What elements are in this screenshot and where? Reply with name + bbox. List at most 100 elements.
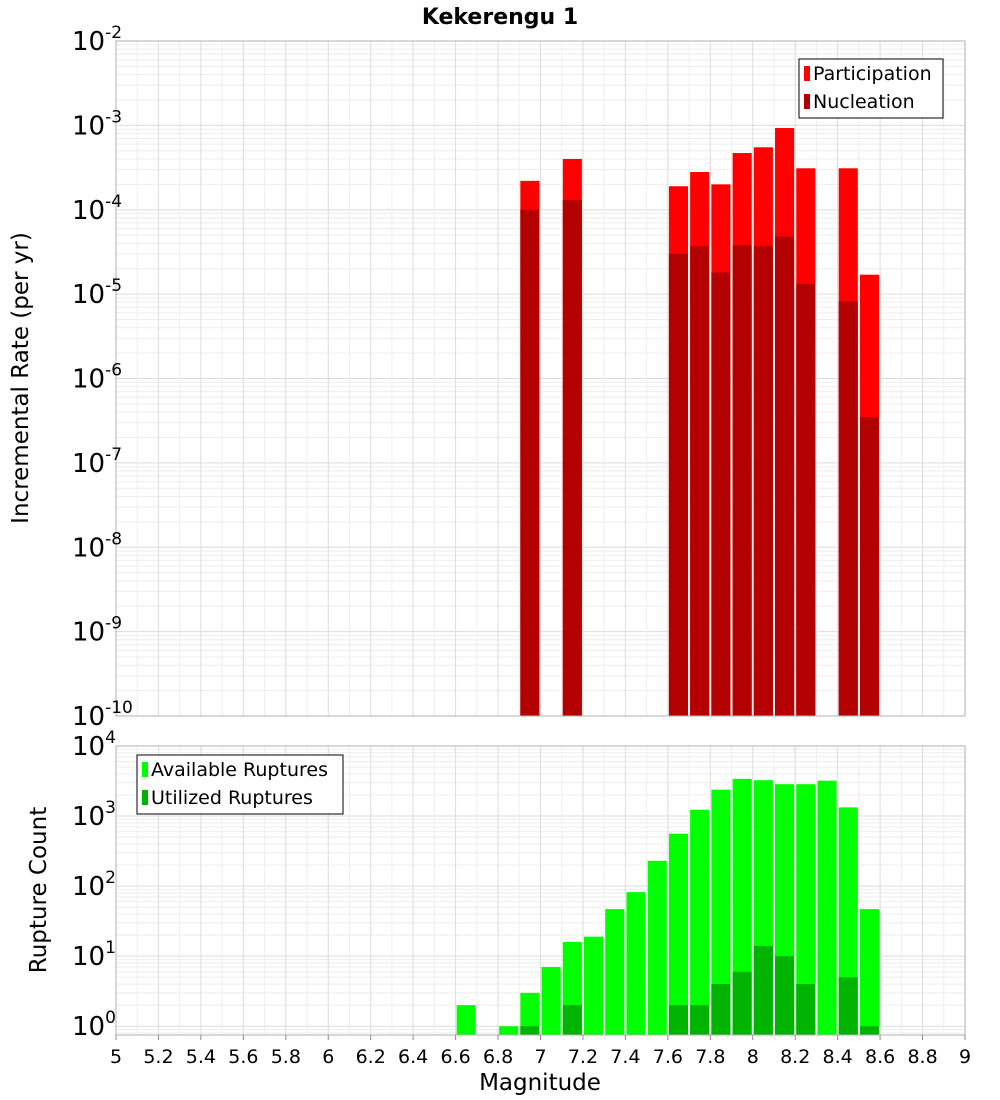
x-tick-label-6-6: 6.6 [440, 1046, 470, 1068]
bar-nucleation-7-85 [711, 272, 731, 716]
bar-available-ruptures-6-85 [499, 1026, 519, 1035]
y-tick-exponent: -7 [105, 445, 122, 465]
x-tick-label-5-2: 5.2 [143, 1046, 173, 1068]
y-tick-label-0: 100 [72, 1008, 116, 1042]
bar-available-ruptures-7-05 [541, 967, 561, 1035]
bottom-x-ticks: 5 5.2 5.4 5.6 5.8 6 6.2 6.4 6.6 6.8 7 7.2 7.4 7.6 7.8 8… [110, 1035, 971, 1068]
x-tick-label-5-4: 5.4 [186, 1046, 216, 1068]
bar-available-ruptures-7-55 [647, 860, 667, 1035]
y-tick-label-3: 103 [72, 798, 116, 832]
y-tick-exponent: 2 [105, 868, 116, 888]
bar-nucleation-7-65 [668, 253, 689, 716]
y-tick-label-7: 10-7 [72, 445, 122, 479]
x-tick-label-9: 9 [959, 1046, 971, 1068]
top-plot-frame [115, 40, 966, 717]
bar-available-ruptures-8-25 [796, 784, 816, 1035]
top-y-axis-label: Incremental Rate (per yr) [8, 232, 34, 524]
x-tick-label-7-8: 7.8 [695, 1046, 725, 1068]
y-tick-label-9: 10-9 [72, 614, 122, 648]
x-tick-label-5: 5 [110, 1046, 122, 1068]
bar-nucleation-7-75 [690, 246, 710, 716]
bottom-y-axis-label: Rupture Count [26, 807, 52, 973]
bar-nucleation-8-25 [796, 283, 816, 716]
x-tick-label-6: 6 [322, 1046, 334, 1068]
legend-label-utilized-ruptures: Utilized Ruptures [151, 787, 313, 809]
x-tick-label-5-6: 5.6 [228, 1046, 258, 1068]
y-tick-label-8: 10-8 [72, 529, 122, 563]
bar-utilized-ruptures-8-55 [859, 1026, 880, 1035]
y-tick-exponent: 3 [105, 798, 116, 818]
bar-utilized-ruptures-7-85 [711, 984, 731, 1035]
y-tick-exponent: -5 [105, 276, 122, 296]
x-tick-label-8-8: 8.8 [907, 1046, 937, 1068]
bar-utilized-ruptures-6-95 [520, 1026, 540, 1035]
x-tick-label-8-6: 8.6 [865, 1046, 895, 1068]
legend-label-nucleation: Nucleation [813, 91, 915, 113]
bar-available-ruptures-7-95 [732, 778, 752, 1035]
y-tick-label-6: 10-6 [72, 361, 122, 395]
y-tick-exponent: 1 [105, 938, 116, 958]
top-grid [115, 40, 966, 717]
bar-available-ruptures-7-45 [626, 892, 646, 1035]
y-tick-label-3: 10-3 [72, 107, 122, 141]
x-tick-label-7: 7 [534, 1046, 546, 1068]
legend-swatch-utilized-ruptures [142, 790, 148, 805]
x-tick-label-8: 8 [747, 1046, 759, 1068]
y-tick-label-10: 10-10 [72, 698, 133, 732]
bar-available-ruptures-7-75 [690, 809, 710, 1035]
top-panel-rate-chart: 10-10 10-9 10-8 10-7 10-6 10-5 10-4 10-3 10-2 Par… [72, 23, 966, 732]
bar-utilized-ruptures-8-25 [796, 984, 816, 1035]
y-tick-exponent: 4 [105, 728, 116, 748]
bar-available-ruptures-8-55 [859, 909, 880, 1035]
legend-swatch-participation [804, 66, 810, 81]
legend-label-participation: Participation [813, 63, 932, 85]
bar-utilized-ruptures-7-95 [732, 971, 752, 1035]
y-tick-label-4: 104 [72, 728, 116, 762]
top-legend-box [798, 58, 944, 119]
x-tick-label-8-2: 8.2 [780, 1046, 810, 1068]
bar-available-ruptures-6-65 [456, 1005, 476, 1035]
legend-swatch-available-ruptures [142, 762, 148, 777]
series-nucleation [520, 200, 880, 717]
bar-available-ruptures-8-35 [817, 780, 837, 1035]
x-tick-label-8-4: 8.4 [823, 1046, 853, 1068]
series-available-ruptures [456, 778, 880, 1035]
x-tick-label-6-2: 6.2 [356, 1046, 386, 1068]
legend-swatch-nucleation [804, 94, 810, 109]
x-tick-label-7-2: 7.2 [568, 1046, 598, 1068]
bar-available-ruptures-7-25 [584, 936, 604, 1035]
bar-available-ruptures-7-35 [605, 909, 625, 1035]
bar-available-ruptures-6-95 [520, 992, 540, 1035]
top-y-ticks: 10-10 10-9 10-8 10-7 10-6 10-5 10-4 10-3 10-2 [72, 23, 133, 732]
x-tick-label-7-6: 7.6 [653, 1046, 683, 1068]
y-tick-exponent: -9 [105, 614, 122, 634]
x-tick-label-5-8: 5.8 [271, 1046, 301, 1068]
y-tick-exponent: 0 [105, 1008, 116, 1028]
y-tick-label-2: 10-2 [72, 23, 122, 57]
y-tick-exponent: -8 [105, 529, 122, 549]
bar-utilized-ruptures-7-75 [690, 1005, 710, 1035]
y-tick-label-1: 101 [72, 938, 116, 972]
bar-available-ruptures-7-85 [711, 789, 731, 1035]
y-tick-label-2: 102 [72, 868, 116, 902]
bar-utilized-ruptures-7-15 [562, 1005, 582, 1035]
bar-nucleation-7-15 [562, 200, 582, 716]
y-tick-exponent: -10 [105, 698, 133, 718]
y-tick-exponent: -3 [105, 107, 122, 127]
y-tick-label-4: 10-4 [72, 192, 122, 226]
bottom-legend-box [136, 754, 344, 815]
bar-nucleation-8-05 [753, 246, 773, 716]
y-tick-exponent: -4 [105, 192, 122, 212]
bar-nucleation-8-45 [838, 301, 858, 716]
y-tick-exponent: -2 [105, 23, 122, 43]
bottom-legend: Available Ruptures Utilized Ruptures [136, 754, 344, 815]
bar-utilized-ruptures-8-45 [838, 977, 858, 1035]
chart-title: Kekerengu 1 [422, 5, 578, 30]
y-tick-exponent: -6 [105, 361, 122, 381]
bar-utilized-ruptures-8-15 [775, 956, 795, 1035]
x-tick-label-7-4: 7.4 [610, 1046, 640, 1068]
bar-nucleation-8-15 [775, 236, 795, 716]
bar-nucleation-7-95 [732, 245, 752, 717]
